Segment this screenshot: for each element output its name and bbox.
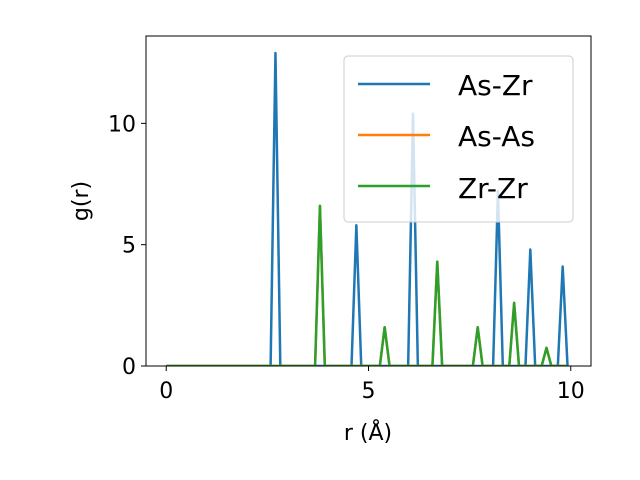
x-tick-label: 5 <box>362 379 376 404</box>
legend: As-Zr As-As Zr-Zr <box>343 55 574 223</box>
legend-label-as-as: As-As <box>458 120 535 153</box>
x-tick-label: 0 <box>159 379 173 404</box>
y-axis: 0 5 10 <box>108 112 146 380</box>
x-axis-label: r (Å) <box>344 419 392 446</box>
legend-box <box>343 55 574 223</box>
x-tick-label: 10 <box>557 379 585 404</box>
y-tick-label: 10 <box>108 112 136 137</box>
y-tick-label: 5 <box>122 234 136 259</box>
y-tick-label: 0 <box>122 355 136 380</box>
legend-label-zr-zr: Zr-Zr <box>458 172 528 205</box>
legend-label-as-zr: As-Zr <box>458 69 533 102</box>
x-axis: 0 5 10 <box>159 366 585 404</box>
y-axis-label: g(r) <box>69 181 94 221</box>
